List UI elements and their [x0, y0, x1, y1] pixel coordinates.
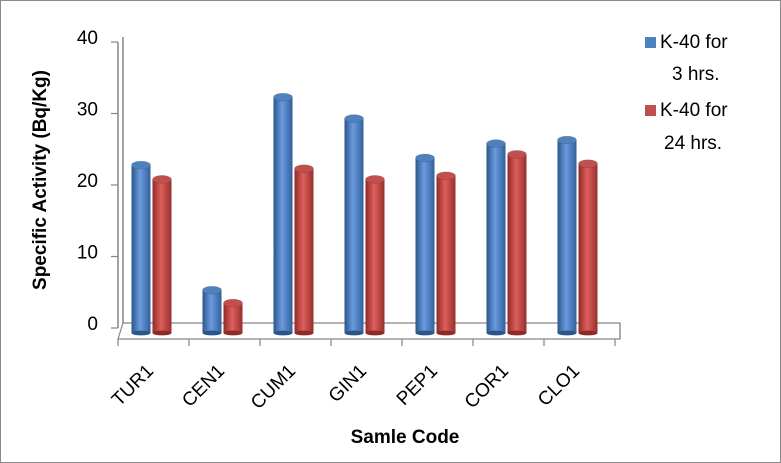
y-axis-title: Specific Activity (Bq/Kg)	[30, 70, 51, 290]
bar-top	[486, 139, 506, 148]
y-tick-label: 40	[77, 28, 98, 49]
bar-bottom	[578, 330, 598, 336]
bar-body	[436, 175, 456, 333]
x-tick-label: CLO1	[534, 361, 584, 411]
x-tick-label: PEP1	[393, 361, 442, 410]
bar-bottom	[202, 330, 222, 336]
bar-top	[294, 164, 314, 173]
x-axis-ticks: TUR1 CEN1 CUM1 GIN1 PEP1 COR1 CLO1	[108, 339, 616, 414]
bar-gin1-s1	[365, 175, 385, 336]
bar-bottom	[557, 330, 577, 336]
bar-cen1-s1	[223, 298, 243, 336]
y-tick-label: 20	[77, 171, 98, 192]
bar-bottom	[365, 330, 385, 336]
bars	[131, 92, 598, 336]
bar-body	[344, 118, 364, 334]
bar-cor1-s0	[486, 139, 506, 336]
legend-swatch-3hrs	[645, 37, 656, 48]
x-tick-label: TUR1	[108, 361, 158, 411]
bar-tur1-s1	[152, 175, 172, 336]
bar-bottom	[507, 330, 527, 336]
legend-label-24hrs-line1: K-40 for	[660, 100, 728, 121]
y-tick-label: 30	[77, 100, 98, 121]
bar-clo1-s1	[578, 159, 598, 336]
bar-bottom	[152, 330, 172, 336]
x-axis-title: Samle Code	[351, 427, 460, 448]
bar-bottom	[294, 330, 314, 336]
bar-top	[507, 150, 527, 159]
bar-bottom	[223, 330, 243, 336]
bar-clo1-s0	[557, 135, 577, 336]
bar-top	[365, 175, 385, 184]
bar-top	[223, 298, 243, 308]
bar-body	[365, 179, 385, 333]
bar-top	[578, 159, 598, 168]
bar-body	[557, 140, 577, 333]
bar-cum1-s1	[294, 164, 314, 336]
bar-top	[131, 160, 151, 170]
bar-gin1-s0	[344, 114, 364, 336]
bar-pep1-s0	[415, 153, 435, 336]
bar-body	[273, 97, 293, 333]
bar-bottom	[273, 330, 293, 336]
legend-label-3hrs-line1: K-40 for	[660, 32, 728, 53]
bar-body	[507, 154, 527, 333]
legend-swatch-24hrs	[645, 105, 656, 116]
bar-bottom	[344, 330, 364, 336]
bar-top	[436, 171, 456, 181]
bar-pep1-s1	[436, 171, 456, 336]
bar-top	[273, 92, 293, 102]
bar-cen1-s0	[202, 285, 222, 336]
y-axis-ticks: 0 10 20 30 40	[77, 28, 118, 335]
bar-bottom	[436, 330, 456, 336]
bar-bottom	[415, 330, 435, 336]
x-tick-label: CEN1	[178, 361, 229, 412]
bar-body	[202, 290, 222, 333]
bar-body	[294, 168, 314, 333]
bar-bottom	[131, 330, 151, 336]
bar-top	[557, 135, 577, 145]
x-tick-label: CUM1	[247, 361, 300, 414]
legend: K-40 for 3 hrs. K-40 for 24 hrs.	[645, 32, 728, 154]
legend-label-24hrs-line2: 24 hrs.	[664, 133, 722, 154]
bar-body	[578, 163, 598, 333]
legend-label-3hrs-line2: 3 hrs.	[672, 64, 720, 85]
y-tick-label: 0	[87, 314, 98, 335]
bar-cum1-s0	[273, 92, 293, 336]
bar-body	[152, 179, 172, 333]
bar-body	[223, 303, 243, 333]
bar-top	[415, 153, 435, 163]
bar-tur1-s0	[131, 160, 151, 336]
bar-top	[202, 285, 222, 295]
bar-bottom	[486, 330, 506, 336]
bar-top	[344, 114, 364, 123]
bar-body	[131, 165, 151, 333]
y-tick-label: 10	[77, 243, 98, 264]
bar-body	[415, 157, 435, 333]
bar-body	[486, 143, 506, 333]
x-tick-label: GIN1	[325, 361, 371, 407]
bar-top	[152, 175, 172, 184]
bar-cor1-s1	[507, 150, 527, 336]
x-tick-label: COR1	[461, 361, 513, 413]
